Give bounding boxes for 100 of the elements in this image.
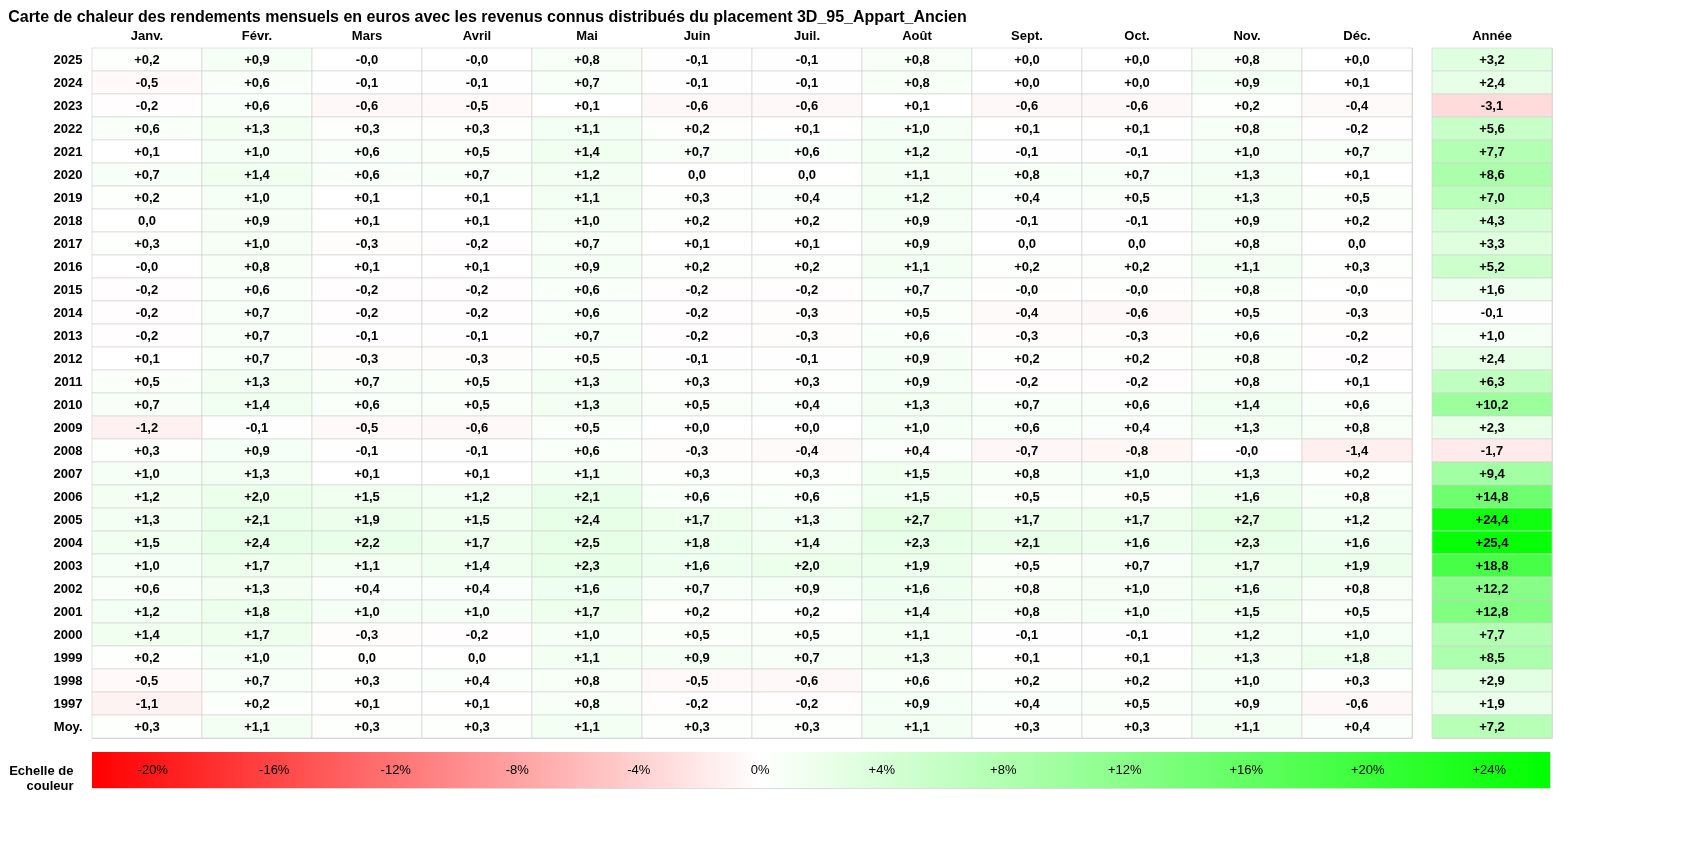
data-label: +1,2 <box>134 603 160 619</box>
data-label: +0,3 <box>354 718 380 734</box>
data-label: +0,7 <box>1124 557 1150 573</box>
data-label: +0,5 <box>1234 304 1260 320</box>
data-label: +1,1 <box>574 189 600 205</box>
data-label: +0,1 <box>464 189 490 205</box>
data-label: +1,0 <box>244 189 270 205</box>
data-label: +0,9 <box>904 695 930 711</box>
data-label: +2,3 <box>574 557 600 573</box>
y-tick-label: 1998 <box>53 672 83 688</box>
color-bar-label: -16% <box>259 762 290 777</box>
data-label: +6,3 <box>1479 373 1505 389</box>
data-label: +0,0 <box>1124 51 1150 67</box>
data-label: -1,4 <box>1345 442 1369 458</box>
data-label: +1,7 <box>574 603 600 619</box>
y-tick-label: 2007 <box>53 465 83 481</box>
data-label: +1,5 <box>134 534 160 550</box>
data-label: -0,5 <box>135 74 159 90</box>
data-label: +0,1 <box>1344 166 1370 182</box>
data-label: -0,6 <box>465 419 489 435</box>
data-label: +0,4 <box>464 672 491 688</box>
data-label: +0,6 <box>244 281 270 297</box>
data-label: +0,3 <box>684 465 710 481</box>
data-label: +0,5 <box>1344 189 1370 205</box>
data-label: 0,0 <box>467 649 487 665</box>
data-label: -0,1 <box>355 74 379 90</box>
data-label: +1,6 <box>574 580 600 596</box>
data-label: +0,6 <box>354 143 380 159</box>
data-label: +0,2 <box>134 51 160 67</box>
data-label: +1,2 <box>904 143 930 159</box>
data-label: +0,2 <box>134 189 160 205</box>
data-label: +0,6 <box>904 327 930 343</box>
data-label: -0,8 <box>1125 442 1149 458</box>
data-label: -0,1 <box>795 350 819 366</box>
y-tick-label: 2005 <box>53 511 83 527</box>
data-label: +2,1 <box>574 488 600 504</box>
data-label: -0,2 <box>795 695 819 711</box>
x-tick-label: Mars <box>351 27 383 43</box>
data-label: +2,3 <box>904 534 930 550</box>
y-tick-label: 2024 <box>53 74 84 90</box>
data-label: +0,9 <box>684 649 710 665</box>
data-label: -3,1 <box>1480 97 1504 113</box>
data-label: +0,1 <box>354 258 380 274</box>
data-label: +0,9 <box>794 580 820 596</box>
data-label: +1,9 <box>1479 695 1505 711</box>
data-label: +2,1 <box>1014 534 1040 550</box>
x-tick-label: Juin <box>683 27 711 43</box>
data-label: -0,1 <box>1125 143 1149 159</box>
data-label: -0,1 <box>795 51 819 67</box>
data-label: +1,3 <box>904 396 930 412</box>
data-label: +3,2 <box>1479 51 1505 67</box>
y-tick-label: 2003 <box>53 557 83 573</box>
data-label: +0,5 <box>904 304 930 320</box>
data-label: +14,8 <box>1475 488 1509 504</box>
data-label: -0,4 <box>795 442 819 458</box>
data-label: +0,8 <box>1014 603 1040 619</box>
data-label: -0,1 <box>355 327 379 343</box>
data-label: -0,2 <box>1345 120 1369 136</box>
data-label: +0,5 <box>1344 603 1370 619</box>
data-label: +1,5 <box>904 488 930 504</box>
x-tick-label: Sept. <box>1011 27 1043 43</box>
data-label: -1,7 <box>1480 442 1504 458</box>
data-label: +1,3 <box>574 373 600 389</box>
data-label: +0,7 <box>574 327 600 343</box>
data-label: +0,0 <box>1124 74 1150 90</box>
data-label: +0,3 <box>1344 672 1370 688</box>
data-label: +1,7 <box>684 511 710 527</box>
color-bar-label: -20% <box>137 762 169 777</box>
data-label: +0,3 <box>684 373 710 389</box>
y-tick-label: 2018 <box>53 212 83 228</box>
x-tick-label: Oct. <box>1124 27 1150 43</box>
data-label: +0,5 <box>684 626 710 642</box>
x-tick-label: Année <box>1472 27 1512 43</box>
data-label: +1,1 <box>574 649 600 665</box>
data-label: 0,0 <box>1127 235 1147 251</box>
data-label: +0,8 <box>244 258 270 274</box>
data-label: +25,4 <box>1475 534 1510 550</box>
data-label: +1,3 <box>244 465 270 481</box>
data-label: +2,2 <box>354 534 380 550</box>
data-label: -0,6 <box>795 97 819 113</box>
data-label: +5,6 <box>1479 120 1505 136</box>
data-label: +0,8 <box>1014 166 1040 182</box>
data-label: +1,1 <box>1234 718 1260 734</box>
data-label: +7,7 <box>1479 143 1505 159</box>
data-label: +0,1 <box>464 465 490 481</box>
data-label: -0,6 <box>1015 97 1039 113</box>
y-tick-label: 1997 <box>53 695 83 711</box>
data-label: +0,4 <box>1344 718 1371 734</box>
data-label: +0,6 <box>574 442 600 458</box>
data-label: +1,0 <box>244 649 270 665</box>
data-label: +0,6 <box>684 488 710 504</box>
data-label: -0,0 <box>1235 442 1259 458</box>
data-label: +0,2 <box>1014 258 1040 274</box>
data-label: +1,0 <box>244 143 270 159</box>
data-label: +0,8 <box>574 672 600 688</box>
data-label: +1,3 <box>244 580 270 596</box>
data-label: +0,6 <box>1124 396 1150 412</box>
data-label: +0,5 <box>684 396 710 412</box>
data-label: -0,2 <box>1345 327 1369 343</box>
data-label: -0,2 <box>135 327 159 343</box>
